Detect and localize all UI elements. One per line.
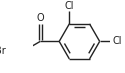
Text: Br: Br xyxy=(0,46,6,56)
Text: Cl: Cl xyxy=(65,1,74,11)
Text: Cl: Cl xyxy=(113,36,122,46)
Text: O: O xyxy=(36,13,44,23)
